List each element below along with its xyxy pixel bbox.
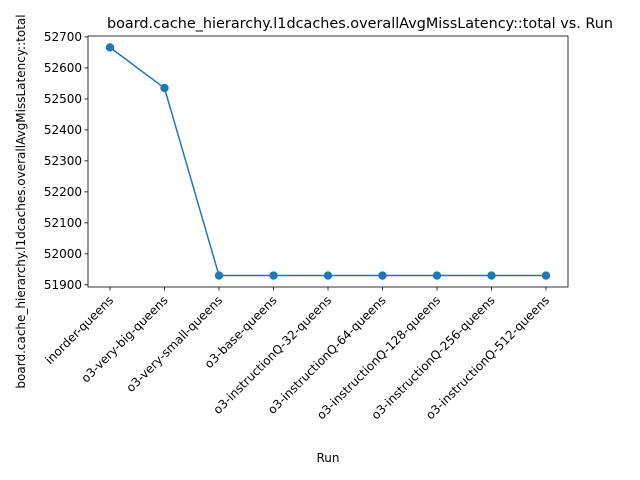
y-tick-label: 52700 (44, 30, 82, 44)
series-layer (105, 43, 551, 280)
data-point (214, 271, 224, 280)
chart-title: board.cache_hierarchy.l1dcaches.overallA… (107, 16, 613, 32)
y-axis: 51900 52000 52100 52200 52300 52400 52500 52600… (44, 30, 88, 292)
y-tick-label: 52000 (44, 247, 82, 261)
y-tick-label: 52500 (44, 92, 82, 106)
y-tick-label: 52300 (44, 154, 82, 168)
y-tick-label: 51900 (44, 278, 82, 292)
data-point (105, 43, 115, 52)
data-point (541, 271, 551, 280)
data-point (378, 271, 387, 280)
y-axis-label: board.cache_hierarchy.l1dcaches.overallA… (14, 14, 28, 388)
y-tick-label: 52600 (44, 61, 82, 75)
data-point (432, 271, 442, 280)
data-point (323, 271, 333, 280)
x-axis-label: Run (316, 451, 339, 465)
data-point (269, 271, 278, 280)
data-point (160, 83, 169, 93)
data-point (487, 271, 496, 280)
y-tick-label: 52100 (44, 216, 82, 230)
y-tick-label: 52200 (44, 185, 82, 199)
plot-frame (87, 35, 569, 288)
y-tick-label: 52400 (44, 123, 82, 137)
